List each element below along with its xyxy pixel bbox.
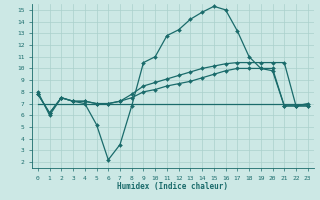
X-axis label: Humidex (Indice chaleur): Humidex (Indice chaleur)	[117, 182, 228, 191]
